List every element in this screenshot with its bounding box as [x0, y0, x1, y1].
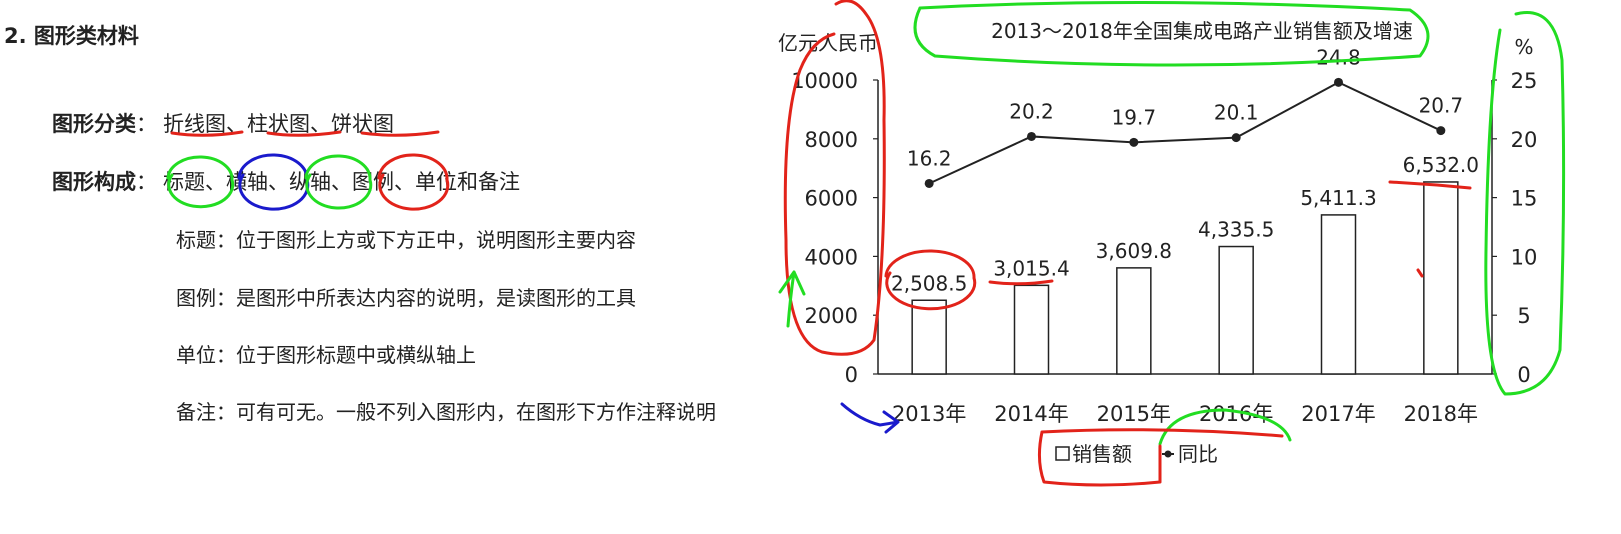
y-right-label: % — [1514, 35, 1533, 59]
y-right-tick-label: 5 — [1517, 304, 1530, 328]
chart-types-row: 图形分类： 折线图、柱状图、饼状图 — [52, 112, 394, 136]
bar-data-label: 4,335.5 — [1198, 218, 1274, 242]
bar-sales — [1013, 284, 1050, 375]
y-right-tick-label: 10 — [1511, 245, 1538, 269]
section-heading: 2. 图形类材料 — [4, 24, 139, 48]
definition-text: 位于图形上方或下方正中，说明图形主要内容 — [236, 228, 636, 252]
definition-title: 标题：位于图形上方或下方正中，说明图形主要内容 — [176, 228, 636, 252]
y-left-tick-label: 2000 — [805, 304, 858, 328]
line-data-label: 24.8 — [1316, 45, 1361, 69]
chart-title: 2013～2018年全国集成电路产业销售额及增速 — [991, 19, 1413, 43]
bar-data-label: 3,015.4 — [993, 256, 1069, 280]
definition-text: 位于图形标题中或横纵轴上 — [236, 343, 476, 367]
separator: 、 — [331, 170, 352, 194]
y-right-tick-label: 15 — [1511, 187, 1538, 211]
y-right-tick-label: 25 — [1511, 69, 1538, 93]
lecture-notes: 2. 图形类材料 图形分类： 折线图、柱状图、饼状图 图形构成： 标题、横轴、纵轴、… — [4, 24, 716, 424]
bar-sales — [1423, 181, 1459, 375]
definition-note: 备注：可有可无。一般不列入图形内，在图形下方作注释说明 — [176, 400, 716, 424]
line-point-growth — [1436, 126, 1446, 136]
line-data-label: 20.2 — [1009, 99, 1054, 123]
y-left-tick-label: 10000 — [791, 69, 858, 93]
y-left-tick-label: 6000 — [805, 187, 858, 211]
definition-term: 备注 — [176, 400, 216, 424]
bar-data-label: 6,532.0 — [1403, 153, 1479, 177]
line-point-growth — [1334, 77, 1343, 87]
definition-term: 图例 — [176, 286, 216, 310]
separator: 、 — [268, 170, 289, 194]
bar-sales — [1320, 214, 1357, 375]
part-legend: 图例 — [352, 170, 394, 194]
separator: 、 — [310, 112, 331, 136]
x-tick-label: 2013年 — [892, 402, 966, 426]
line-data-label: 19.7 — [1112, 105, 1157, 129]
x-tick-label: 2017年 — [1301, 402, 1375, 426]
y-right-tick-label: 20 — [1511, 128, 1538, 152]
bar-data-label: 3,609.8 — [1096, 239, 1172, 263]
line-point-growth — [1129, 137, 1139, 147]
part-y-axis: 纵轴 — [289, 170, 331, 194]
part-unit-note: 单位和备注 — [415, 170, 520, 194]
legend-line-label: 同比 — [1178, 442, 1218, 466]
line-point-growth — [1027, 131, 1036, 141]
y-left-tick-label: 4000 — [805, 245, 858, 269]
definition-term: 单位 — [176, 343, 216, 367]
definition-unit: 单位：位于图形标题中或横纵轴上 — [176, 343, 476, 367]
x-tick-label: 2018年 — [1404, 402, 1478, 426]
line-data-label: 20.7 — [1419, 94, 1464, 118]
separator: 、 — [394, 170, 415, 194]
definition-text: 是图形中所表达内容的说明，是读图形的工具 — [236, 286, 636, 310]
legend-bar-swatch — [1055, 446, 1070, 461]
chart-type-line: 折线图 — [163, 112, 226, 136]
bar-sales — [1116, 267, 1152, 375]
y-left-tick-label: 8000 — [805, 128, 858, 152]
bar-sales — [911, 299, 947, 375]
line-point-growth — [924, 178, 934, 188]
definition-term: 标题 — [176, 228, 216, 252]
line-point-growth — [1231, 133, 1241, 143]
legend-bar-label: 销售额 — [1072, 442, 1132, 466]
line-growth — [928, 81, 1442, 185]
part-title: 标题 — [163, 170, 205, 194]
y-left-label: 亿元人民币 — [778, 31, 878, 55]
chart-type-bar: 柱状图 — [247, 112, 310, 136]
x-tick-label: 2014年 — [994, 402, 1068, 426]
definition-text: 可有可无。一般不列入图形内，在图形下方作注释说明 — [236, 400, 716, 424]
chart-type-pie: 饼状图 — [331, 112, 394, 136]
bar-data-label: 2,508.5 — [891, 271, 967, 295]
definition-legend: 图例：是图形中所表达内容的说明，是读图形的工具 — [176, 286, 636, 310]
bar-data-label: 5,411.3 — [1300, 186, 1376, 210]
y-right-tick-label: 0 — [1517, 363, 1530, 387]
line-data-label: 20.1 — [1214, 101, 1259, 125]
legend-line-marker — [1164, 450, 1172, 458]
chart-types-label: 图形分类 — [52, 112, 136, 136]
line-data-label: 16.2 — [907, 146, 952, 170]
chart-parts-label: 图形构成 — [52, 170, 136, 194]
bar-sales — [1218, 245, 1254, 375]
y-left-tick-label: 0 — [845, 363, 858, 387]
chart-parts-row: 图形构成： 标题、横轴、纵轴、图例、单位和备注 — [52, 170, 520, 194]
x-tick-label: 2015年 — [1097, 402, 1171, 426]
separator: 、 — [205, 170, 226, 194]
separator: 、 — [226, 112, 247, 136]
part-x-axis: 横轴 — [226, 170, 268, 194]
x-tick-label: 2016年 — [1199, 402, 1273, 426]
